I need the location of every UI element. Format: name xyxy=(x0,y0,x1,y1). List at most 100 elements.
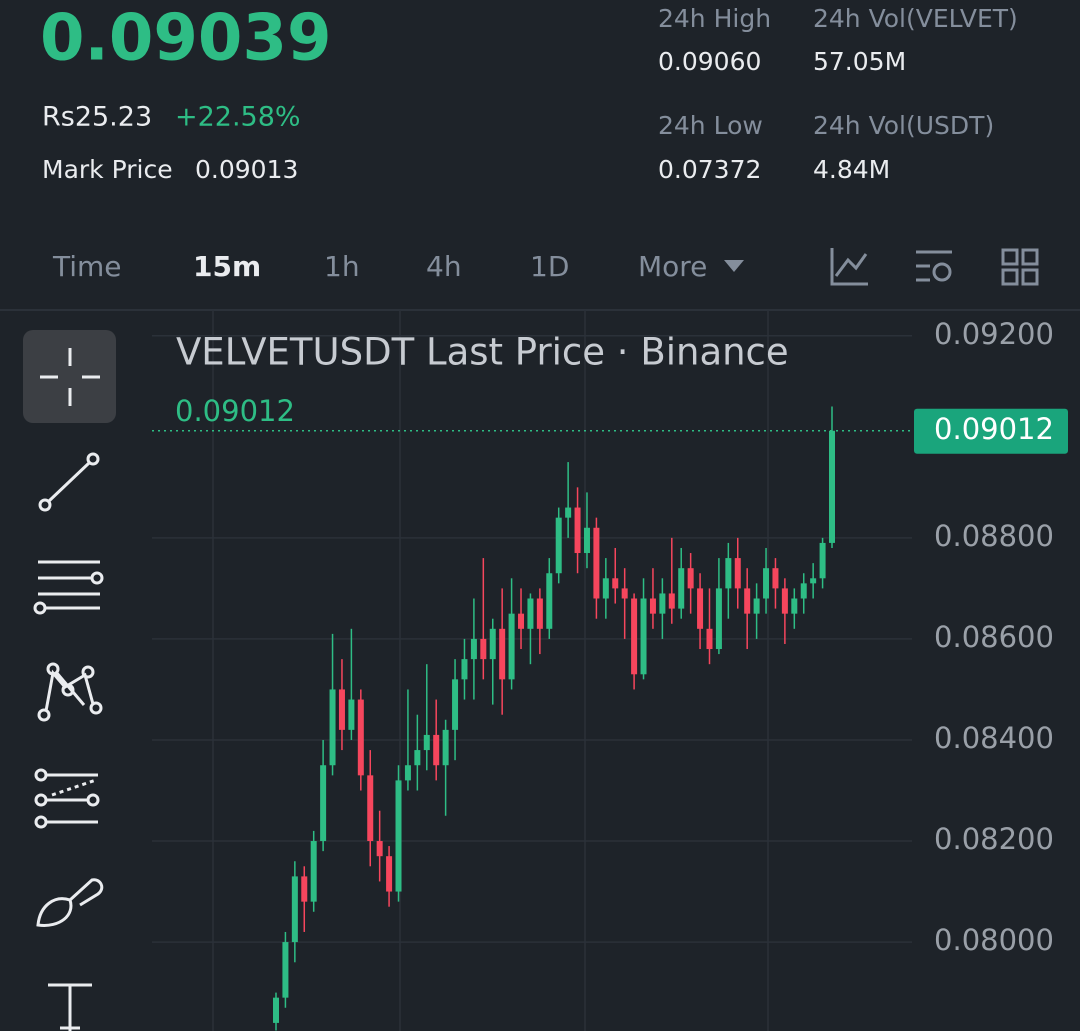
line-tool-icon[interactable] xyxy=(38,452,100,512)
candle-body xyxy=(612,578,619,589)
candle-body xyxy=(593,527,600,599)
candle-body xyxy=(423,734,430,751)
price-change: +22.58% xyxy=(175,102,301,133)
crosshair-icon[interactable] xyxy=(40,348,100,406)
stat-label: 24h Vol(VELVET) xyxy=(813,4,1018,33)
stat-value: 57.05M xyxy=(813,47,906,76)
candle-body xyxy=(282,942,289,998)
candle-body xyxy=(715,588,722,650)
candle-body xyxy=(791,598,798,614)
candle-body xyxy=(800,583,807,599)
stat-label: 24h Low xyxy=(658,111,763,140)
tool-selected[interactable] xyxy=(23,330,116,423)
candle-body xyxy=(480,638,487,660)
candle-body xyxy=(555,517,562,574)
candle-body xyxy=(376,841,383,857)
candle-body xyxy=(565,507,572,518)
tab-active[interactable]: 15m xyxy=(193,250,261,283)
candle-body xyxy=(668,593,675,609)
candle-body xyxy=(763,568,770,599)
y-tick-label: 0.08000 xyxy=(934,923,1054,957)
candle-body xyxy=(433,734,440,766)
candle-body xyxy=(329,689,336,766)
candle-body xyxy=(659,593,666,614)
candle-body xyxy=(574,507,581,554)
y-tick-label: 0.08200 xyxy=(934,822,1054,856)
stat-value: 0.07372 xyxy=(658,155,761,184)
mark-price: 0.09013 xyxy=(195,155,298,184)
candle-body xyxy=(602,578,609,599)
candle-body xyxy=(470,638,477,660)
candle-body xyxy=(452,679,459,730)
candle-body xyxy=(348,699,355,730)
stat-value: 4.84M xyxy=(813,155,890,184)
candle-body xyxy=(583,527,590,554)
candle-body xyxy=(527,598,534,629)
stat-value: 0.09060 xyxy=(658,47,761,76)
candle-body xyxy=(829,430,835,543)
candle-body xyxy=(395,780,402,892)
candle-body xyxy=(273,997,279,1023)
y-tick-label: 0.09200 xyxy=(934,317,1054,351)
y-tick-label: 0.08400 xyxy=(934,721,1054,755)
candle-body xyxy=(706,628,713,650)
hline-tool-icon[interactable] xyxy=(33,560,104,615)
candle-body xyxy=(320,765,327,842)
candle-body xyxy=(291,876,298,943)
candle-body xyxy=(640,598,647,675)
layout-icon[interactable] xyxy=(1001,248,1039,286)
candle-body xyxy=(631,598,638,675)
candle-body xyxy=(310,841,317,902)
candle-body xyxy=(442,729,449,766)
candle-body xyxy=(414,750,421,766)
brush-tool-icon[interactable] xyxy=(36,878,104,927)
fib-tool-icon[interactable] xyxy=(34,768,100,829)
candle-body xyxy=(725,558,732,589)
candle-body xyxy=(744,588,751,614)
candle-body xyxy=(678,568,685,609)
candle-body xyxy=(499,628,506,680)
candle-body xyxy=(461,659,468,680)
candle-body xyxy=(508,613,515,680)
candle-body xyxy=(386,856,393,892)
mark-price-label: Mark Price xyxy=(42,155,173,184)
tab[interactable]: Time xyxy=(52,250,122,283)
tab[interactable]: 1D xyxy=(530,250,569,283)
tab[interactable]: More xyxy=(638,250,707,283)
last-price-annotation: 0.09012 xyxy=(175,394,295,428)
candle-body xyxy=(810,578,817,584)
candle-body xyxy=(621,588,628,599)
chart-title: VELVETUSDT Last Price · Binance xyxy=(176,331,789,374)
text-tool-icon[interactable] xyxy=(48,983,92,1031)
last-price-badge xyxy=(914,408,1068,454)
candle-body xyxy=(489,628,496,660)
candle-body xyxy=(819,542,826,579)
candle-body xyxy=(687,568,694,589)
settings-icon[interactable] xyxy=(916,250,952,282)
candle-body xyxy=(546,573,553,629)
pattern-tool-icon[interactable] xyxy=(37,662,103,722)
candle-body xyxy=(649,598,656,614)
local-price: Rs25.23 xyxy=(42,102,152,133)
indicator-icon[interactable] xyxy=(830,248,868,286)
y-tick-label: 0.08600 xyxy=(934,620,1054,654)
last-price-badge-label: 0.09012 xyxy=(934,412,1054,446)
y-tick-label: 0.08800 xyxy=(934,519,1054,553)
dropdown-arrow xyxy=(724,260,744,272)
tab[interactable]: 4h xyxy=(426,250,462,283)
candle-body xyxy=(518,613,525,629)
candle-body xyxy=(338,689,345,730)
candle-body xyxy=(536,598,543,629)
candle-body xyxy=(357,699,364,776)
candle-body xyxy=(404,765,411,781)
candle-body xyxy=(301,876,308,902)
tab[interactable]: 1h xyxy=(324,250,360,283)
candle-body xyxy=(697,588,704,629)
stat-label: 24h High xyxy=(658,4,771,33)
stat-label: 24h Vol(USDT) xyxy=(813,111,994,140)
candle-body xyxy=(781,588,788,614)
candle-body xyxy=(734,558,741,589)
candle-body xyxy=(753,598,760,614)
